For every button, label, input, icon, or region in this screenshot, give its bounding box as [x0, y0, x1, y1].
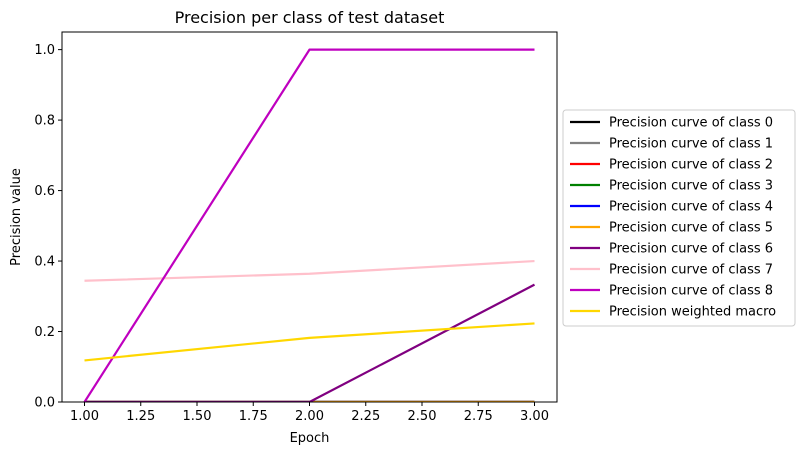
- plot-frame: [61, 31, 558, 403]
- x-tick-label: 2.00: [295, 409, 324, 424]
- x-tick-label: 1.50: [183, 409, 212, 424]
- x-tick-label: 2.50: [408, 409, 437, 424]
- y-tick-label: 1.0: [34, 43, 55, 58]
- x-axis: 1.00 1.25 1.50 1.75 2.00 2.25 2.50 2.75 3.00: [70, 402, 549, 424]
- legend-label-3: Precision curve of class 3: [609, 179, 773, 194]
- series-lines: [83, 48, 536, 402]
- x-tick-label: 1.75: [239, 409, 268, 424]
- x-tick-label: 1.00: [70, 409, 99, 424]
- x-tick-label: 2.25: [351, 409, 380, 424]
- y-tick-label: 0.6: [34, 184, 55, 199]
- y-tick-label: 0.2: [34, 325, 55, 340]
- y-tick-label: 0.8: [34, 114, 55, 129]
- legend-label-6: Precision curve of class 6: [609, 242, 773, 257]
- series-line-9: [84, 322, 535, 362]
- series-line-8: [83, 48, 535, 402]
- x-tick-label: 2.75: [464, 409, 493, 424]
- legend-label-5: Precision curve of class 5: [609, 221, 773, 236]
- series-line-6: [84, 283, 536, 402]
- y-axis-label: Precision value: [9, 168, 24, 266]
- legend-label-9: Precision weighted macro: [609, 305, 776, 320]
- y-tick-label: 0.4: [34, 255, 55, 270]
- y-tick-label: 0.0: [34, 396, 55, 411]
- x-tick-label: 1.25: [126, 409, 155, 424]
- y-axis: 0.0 0.2 0.4 0.6 0.8 1.0: [34, 43, 62, 411]
- legend-label-1: Precision curve of class 1: [609, 137, 773, 152]
- series-line-7: [84, 259, 535, 282]
- legend-box: [562, 109, 796, 327]
- x-axis-label: Epoch: [290, 431, 330, 446]
- legend-label-0: Precision curve of class 0: [609, 116, 773, 131]
- x-tick-label: 3.00: [520, 409, 549, 424]
- plot-area: [61, 31, 558, 403]
- legend-label-4: Precision curve of class 4: [609, 200, 773, 215]
- legend-label-2: Precision curve of class 2: [609, 158, 773, 173]
- legend-label-7: Precision curve of class 7: [609, 263, 773, 278]
- legend-label-8: Precision curve of class 8: [609, 284, 773, 299]
- legend: Precision curve of class 0 Precision curv…: [562, 109, 796, 327]
- chart-title: Precision per class of test dataset: [175, 8, 445, 27]
